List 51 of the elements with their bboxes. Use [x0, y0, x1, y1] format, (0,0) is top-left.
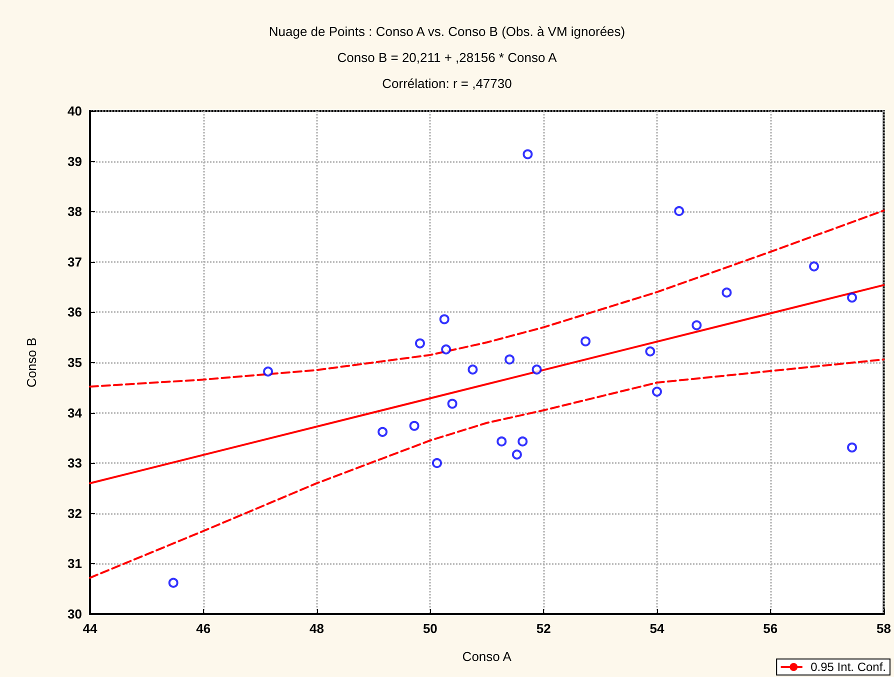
point	[496, 436, 507, 446]
point	[378, 426, 388, 437]
chart-subtitle: Conso B = 20,211 + ,28156 * Conso A Corrélation: r = ,47730	[337, 50, 558, 91]
point	[847, 442, 858, 453]
x-tick-label: 52	[536, 621, 551, 636]
point	[512, 450, 522, 460]
y-tick-label: 38	[68, 204, 82, 220]
point	[414, 338, 425, 348]
legend-label: 0.95 Int. Conf.	[810, 660, 886, 674]
point	[645, 346, 656, 356]
y-tick-label: 37	[68, 254, 82, 270]
point	[580, 336, 591, 346]
point	[532, 364, 542, 375]
y-tick-label: 40	[68, 104, 82, 118]
x-tick-label: 44	[82, 621, 98, 636]
y-tick-label: 35	[68, 355, 82, 370]
chart-title: Nuage de Points : Conso A vs. Conso B (Obs. à VM ignorées)	[268, 24, 626, 39]
y-tick-label: 33	[68, 456, 82, 471]
y-tick-label: 39	[68, 154, 82, 169]
point	[441, 344, 452, 354]
point	[652, 386, 662, 397]
point	[168, 578, 178, 588]
x-tick-label: 56	[763, 621, 778, 636]
y-tick-label: 31	[68, 556, 82, 572]
y-tick-label: 30	[68, 606, 82, 622]
line-series	[89, 358, 885, 579]
point	[692, 320, 702, 330]
x-tick-label: 46	[196, 621, 211, 636]
point	[522, 149, 533, 160]
point	[722, 288, 732, 298]
point	[447, 398, 458, 409]
y-tick-label: 34	[68, 405, 83, 420]
point	[409, 420, 420, 431]
point	[847, 292, 858, 303]
point	[432, 458, 442, 468]
x-tick-label: 48	[310, 621, 324, 636]
y-tick-label: 32	[68, 506, 82, 521]
point	[263, 366, 274, 377]
point	[468, 364, 478, 375]
x-axis-title: Conso A	[462, 649, 512, 664]
y-tick-label: 36	[68, 304, 82, 320]
x-tick-label: 54	[650, 621, 665, 636]
point	[674, 206, 684, 216]
x-tick-label: 50	[422, 621, 438, 636]
y-axis-title: Conso B	[24, 338, 39, 388]
point	[439, 314, 450, 324]
point	[518, 436, 528, 446]
line-series	[89, 210, 885, 388]
point	[504, 354, 515, 364]
point	[809, 261, 820, 272]
x-tick-label: 58	[876, 621, 892, 636]
